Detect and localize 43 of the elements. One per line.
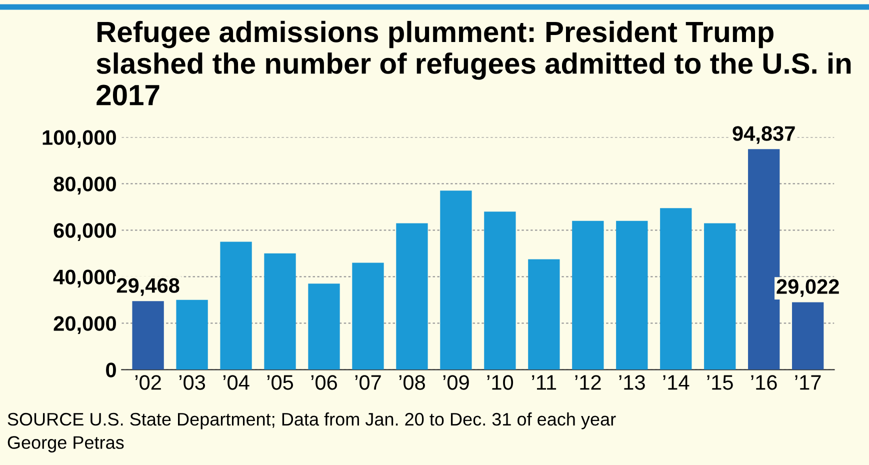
x-tick-label: ’07 [355, 375, 381, 390]
bar [176, 300, 208, 370]
bar [220, 242, 252, 370]
bar [792, 302, 824, 370]
data-label: 29,468 [116, 278, 180, 296]
x-tick-label: ’10 [487, 375, 514, 390]
source-note: SOURCE U.S. State Department; Data from Jan. 20 to Dec. 31 of each year [8, 412, 616, 430]
bar [352, 262, 384, 370]
x-tick-label: ’08 [399, 375, 425, 390]
bar [484, 212, 516, 370]
x-tick-label: ’04 [223, 375, 250, 390]
x-tick-label: ’11 [532, 375, 556, 390]
y-tick-label: 80,000 [54, 176, 116, 194]
data-label: 29,022 [776, 279, 839, 297]
y-tick-label: 100,000 [42, 130, 116, 148]
bar [704, 223, 736, 370]
bar [132, 301, 164, 370]
x-tick-label: ’06 [311, 375, 337, 390]
x-tick-label: ’02 [135, 375, 161, 390]
x-tick-label: ’12 [575, 375, 601, 390]
bar [396, 223, 428, 370]
data-label: 94,837 [732, 126, 795, 144]
chart-title: Refugee admissions plumment: President Trump slashed the number of refugees admitted to the U.S. in 2017 [96, 20, 851, 106]
y-tick-label: 0 [106, 362, 116, 378]
bar [264, 253, 296, 370]
x-tick-label: ’09 [443, 375, 469, 390]
bar [572, 220, 604, 370]
x-tick-label: ’05 [267, 375, 294, 390]
bar [616, 220, 648, 370]
x-tick-label: ’16 [751, 375, 777, 390]
x-tick-label: ’13 [619, 375, 645, 390]
y-tick-label: 60,000 [54, 223, 116, 241]
y-tick-label: 40,000 [53, 270, 116, 288]
x-tick-label: ’17 [795, 375, 821, 390]
x-tick-label: ’14 [663, 375, 690, 390]
bar [308, 284, 340, 370]
text: George Petras [8, 436, 124, 452]
x-tick-label: ’15 [707, 375, 733, 390]
bar [660, 208, 692, 370]
bar [528, 259, 560, 370]
x-tick-label: ’03 [179, 375, 206, 390]
bar [440, 190, 472, 370]
y-tick-label: 20,000 [54, 316, 116, 334]
